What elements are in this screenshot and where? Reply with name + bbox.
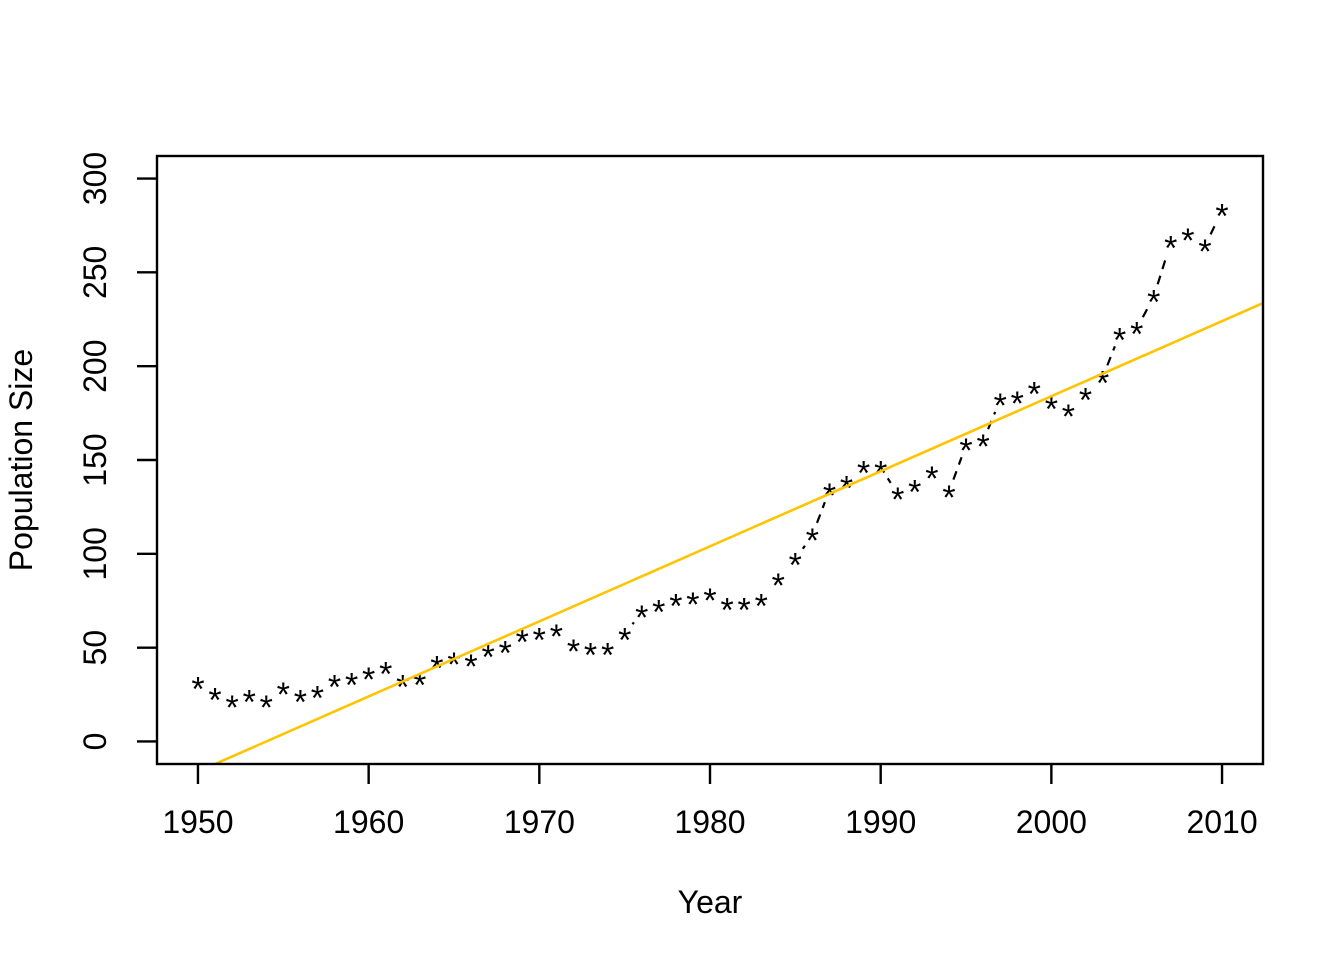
data-point: * <box>567 633 580 671</box>
data-point: * <box>755 588 768 626</box>
data-point: * <box>703 582 716 620</box>
data-point: * <box>1113 321 1126 359</box>
data-point: * <box>277 676 290 714</box>
data-point: * <box>1164 229 1177 267</box>
data-point: * <box>857 455 870 493</box>
plot-render-layer: * * * * * * * * * * * * * * * * * * * * * * * * * ** * * * * * * ***** * *… <box>77 152 1265 840</box>
data-point: * <box>1198 233 1211 271</box>
data-point: * <box>208 682 221 720</box>
series-connector <box>1141 307 1149 318</box>
data-point: * <box>789 547 802 585</box>
y-tick-label: 50 <box>77 630 113 666</box>
x-tick-label: 1950 <box>162 804 233 840</box>
x-tick-label: 1990 <box>845 804 916 840</box>
x-tick-label: 1980 <box>674 804 745 840</box>
data-point: * <box>1045 391 1058 429</box>
data-point: * <box>430 650 443 688</box>
data-point: * <box>328 668 341 706</box>
data-point: * <box>481 638 494 676</box>
series-connector <box>952 456 963 481</box>
data-point: * <box>925 460 938 498</box>
data-point: * <box>396 668 409 706</box>
series-connector <box>1106 345 1116 366</box>
data-point: * <box>243 683 256 721</box>
data-point: * <box>584 637 597 675</box>
data-point: * <box>1028 376 1041 414</box>
data-point: * <box>908 473 921 511</box>
series-connector <box>1156 254 1168 285</box>
series-connector <box>815 501 826 524</box>
series-connector <box>1209 221 1218 235</box>
data-point: * <box>1096 364 1109 402</box>
y-tick-label: 150 <box>77 433 113 486</box>
data-point: * <box>806 522 819 560</box>
plot-frame <box>155 154 1265 766</box>
data-point: * <box>840 470 853 508</box>
data-point: * <box>1147 284 1160 322</box>
series-connector <box>886 477 892 484</box>
data-point: * <box>874 455 887 493</box>
data-point: * <box>447 646 460 684</box>
data-point: * <box>669 588 682 626</box>
x-tick-label: 1960 <box>333 804 404 840</box>
data-point: * <box>379 655 392 693</box>
data-point: * <box>618 622 631 660</box>
data-point: * <box>294 683 307 721</box>
x-tick-label: 2010 <box>1186 804 1257 840</box>
data-point: * <box>499 635 512 673</box>
data-point: * <box>311 680 324 718</box>
x-axis-title: Year <box>678 884 743 920</box>
data-point: * <box>737 592 750 630</box>
data-point: * <box>516 623 529 661</box>
series-connector <box>801 545 806 550</box>
data-point: * <box>720 592 733 630</box>
data-point: * <box>225 689 238 727</box>
data-point: * <box>994 387 1007 425</box>
data-point: * <box>1079 381 1092 419</box>
y-tick-label: 300 <box>77 152 113 205</box>
data-point: * <box>345 667 358 705</box>
data-point: * <box>823 477 836 515</box>
data-point: * <box>550 618 563 656</box>
data-point: * <box>601 637 614 675</box>
y-tick-label: 200 <box>77 339 113 392</box>
data-point: * <box>976 428 989 466</box>
data-point: * <box>260 689 273 727</box>
data-point: * <box>686 586 699 624</box>
data-point: * <box>772 567 785 605</box>
data-point: * <box>1181 222 1194 260</box>
x-tick-label: 2000 <box>1016 804 1087 840</box>
series-connector <box>987 411 997 430</box>
data-point: * <box>1130 316 1143 354</box>
data-point: * <box>464 648 477 686</box>
y-tick-label: 250 <box>77 246 113 299</box>
y-tick-label: 100 <box>77 527 113 580</box>
trend-line <box>211 301 1263 764</box>
y-axis-title: Population Size <box>3 349 39 571</box>
data-point: * <box>635 599 648 637</box>
y-tick-label: 0 <box>77 733 113 751</box>
data-point: * <box>1215 197 1228 235</box>
data-point: * <box>1062 398 1075 436</box>
data-point: * <box>362 661 375 699</box>
data-point: * <box>891 481 904 519</box>
x-tick-label: 1970 <box>504 804 575 840</box>
data-point: * <box>959 432 972 470</box>
data-point: * <box>652 593 665 631</box>
data-point: * <box>1011 385 1024 423</box>
data-point: * <box>533 622 546 660</box>
data-point: * <box>191 670 204 708</box>
data-point: * <box>942 479 955 517</box>
series-connector <box>631 621 635 625</box>
